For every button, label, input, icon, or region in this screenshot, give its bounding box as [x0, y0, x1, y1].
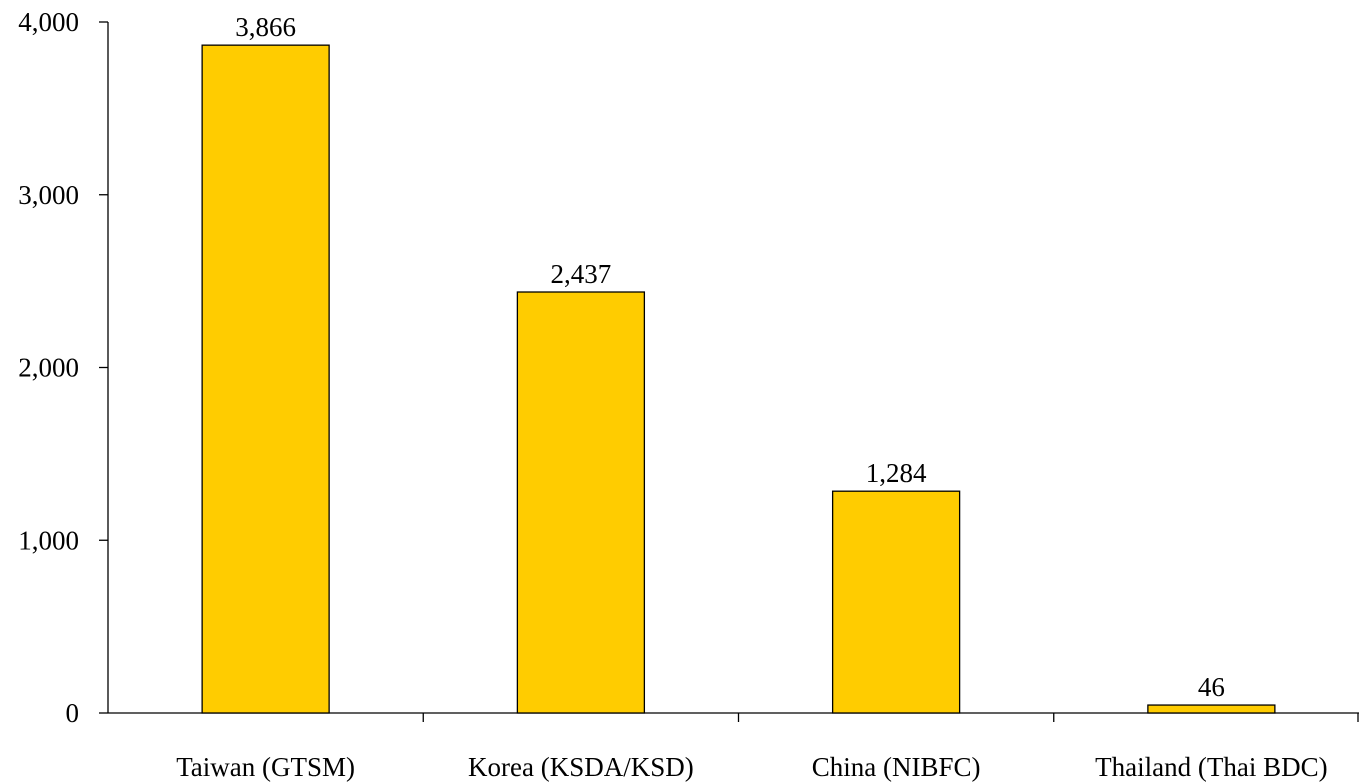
bar [201, 44, 330, 714]
bar [1147, 704, 1276, 714]
y-tick-label: 4,000 [18, 7, 79, 37]
bar-value-label: 3,866 [235, 12, 296, 42]
data-labels: 3,866 2,437 1,284 46 [235, 12, 1225, 702]
y-tick-label: 1,000 [18, 525, 79, 555]
x-axis: Taiwan (GTSM) Korea (KSDA/KSD) China (NIBF… [108, 712, 1359, 782]
x-tick-label: China (NIBFC) [812, 752, 981, 782]
bar [516, 291, 646, 714]
x-tick-label: Korea (KSDA/KSD) [468, 752, 694, 782]
bar-value-label: 2,437 [551, 259, 612, 289]
bars [201, 44, 1276, 714]
y-axis: 0 1,000 2,000 3,000 4,000 [18, 7, 109, 728]
x-tick-label: Thailand (Thai BDC) [1095, 752, 1327, 782]
x-tick-label: Taiwan (GTSM) [176, 752, 355, 782]
bar [831, 490, 961, 714]
y-tick-label: 3,000 [18, 180, 79, 210]
y-tick-label: 0 [66, 698, 80, 728]
bar-value-label: 46 [1198, 672, 1225, 702]
bar-value-label: 1,284 [866, 458, 927, 488]
y-tick-label: 2,000 [18, 353, 79, 383]
